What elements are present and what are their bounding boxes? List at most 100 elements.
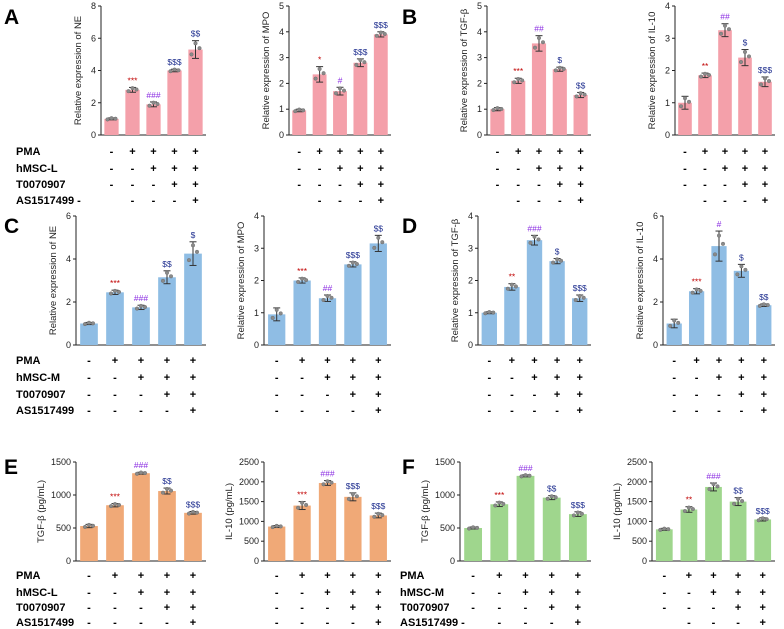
condition-sign: + — [316, 146, 322, 158]
data-point — [354, 261, 359, 266]
bar — [526, 240, 543, 345]
condition-sign: + — [554, 372, 560, 384]
condition-sign: + — [192, 163, 198, 175]
condition-sign: + — [762, 146, 768, 158]
bar — [106, 505, 124, 561]
condition-sign: + — [190, 617, 196, 629]
condition-sign: + — [759, 617, 765, 629]
data-point — [487, 310, 492, 315]
condition-sign: - — [87, 587, 91, 599]
condition-sign: - — [695, 372, 699, 384]
condition-sign: - — [471, 587, 475, 599]
bar — [369, 515, 387, 561]
y-tick-label: 4 — [254, 211, 259, 221]
bar — [678, 102, 692, 135]
significance-label: $$ — [162, 476, 172, 486]
condition-sign: - — [326, 389, 330, 401]
condition-sign: - — [487, 355, 491, 367]
data-point — [559, 258, 564, 263]
data-point — [82, 322, 87, 327]
condition-name: T0070907 — [16, 179, 66, 191]
condition-name: hMSC-M — [16, 372, 60, 384]
data-point — [512, 80, 517, 85]
bar — [754, 519, 772, 561]
condition-sign: - — [275, 405, 279, 417]
data-point — [579, 511, 584, 516]
data-point — [147, 103, 152, 108]
bar — [729, 501, 747, 561]
y-axis-label: Relative expression of TGF-β — [459, 8, 470, 132]
significance-label: ### — [527, 223, 541, 233]
condition-sign: - — [338, 195, 342, 207]
significance-label: *** — [128, 75, 139, 85]
chart-f-right: 0 500 1000 1500 2000 2500 IL-10 (pg/mL) ** ### $$… — [612, 457, 775, 566]
significance-label: *** — [513, 66, 524, 76]
data-point — [703, 71, 708, 76]
condition-sign: + — [190, 602, 196, 614]
bar — [738, 57, 752, 135]
bar — [106, 292, 124, 345]
y-tick-label: 1 — [254, 308, 259, 318]
data-point — [342, 88, 347, 93]
condition-name: T0070907 — [16, 389, 66, 401]
condition-name: PMA — [16, 570, 41, 582]
significance-label: $$ — [759, 292, 769, 302]
chart-a-right: 0 1 2 3 4 5 Relative expression of MPO * # $$$ $$$ — [261, 1, 391, 140]
condition-sign: - — [139, 405, 143, 417]
data-point — [278, 311, 283, 316]
condition-sign: + — [324, 570, 330, 582]
condition-name: AS1517499 — [16, 617, 74, 629]
condition-sign: - — [318, 179, 322, 191]
data-point — [142, 305, 147, 310]
condition-sign: - — [496, 163, 500, 175]
data-point — [378, 30, 383, 35]
condition-sign: + — [192, 195, 198, 207]
condition-sign: - — [326, 617, 330, 629]
data-point — [690, 507, 695, 512]
data-point — [761, 302, 766, 307]
condition-sign: + — [536, 146, 542, 158]
data-point — [698, 288, 703, 293]
condition-sign: - — [300, 587, 304, 599]
data-point — [732, 501, 737, 506]
condition-sign: - — [297, 179, 301, 191]
data-point — [372, 514, 377, 519]
condition-sign: - — [662, 602, 666, 614]
bar — [184, 253, 202, 345]
condition-sign: - — [87, 372, 91, 384]
condition-sign: + — [378, 195, 384, 207]
data-point — [194, 249, 199, 254]
condition-sign: + — [150, 146, 156, 158]
condition-sign: + — [299, 570, 305, 582]
condition-sign: + — [742, 163, 748, 175]
data-point — [270, 525, 275, 530]
data-point — [578, 91, 583, 96]
data-point — [189, 52, 194, 57]
y-tick-label: 0 — [642, 556, 647, 566]
condition-sign: + — [735, 602, 741, 614]
bar — [146, 104, 161, 135]
data-point — [736, 496, 741, 501]
condition-sign: + — [531, 355, 537, 367]
data-point — [296, 505, 301, 510]
condition-sign: + — [722, 146, 728, 158]
significance-label: $$$ — [758, 65, 772, 75]
data-point — [723, 23, 728, 28]
condition-sign: - — [703, 163, 707, 175]
significance-label: *** — [110, 492, 121, 502]
condition-name: T0070907 — [400, 602, 450, 614]
condition-sign: + — [716, 372, 722, 384]
y-tick-label: 6 — [653, 211, 658, 221]
data-point — [740, 499, 745, 504]
bar — [688, 291, 705, 345]
bar — [125, 89, 140, 135]
y-tick-label: 3 — [468, 243, 473, 253]
condition-sign: + — [299, 355, 305, 367]
condition-sign: - — [471, 602, 475, 614]
data-point — [763, 76, 768, 81]
y-tick-label: 1500 — [239, 497, 259, 507]
significance-label: # — [338, 75, 343, 85]
condition-sign: + — [716, 355, 722, 367]
data-point — [471, 525, 476, 530]
